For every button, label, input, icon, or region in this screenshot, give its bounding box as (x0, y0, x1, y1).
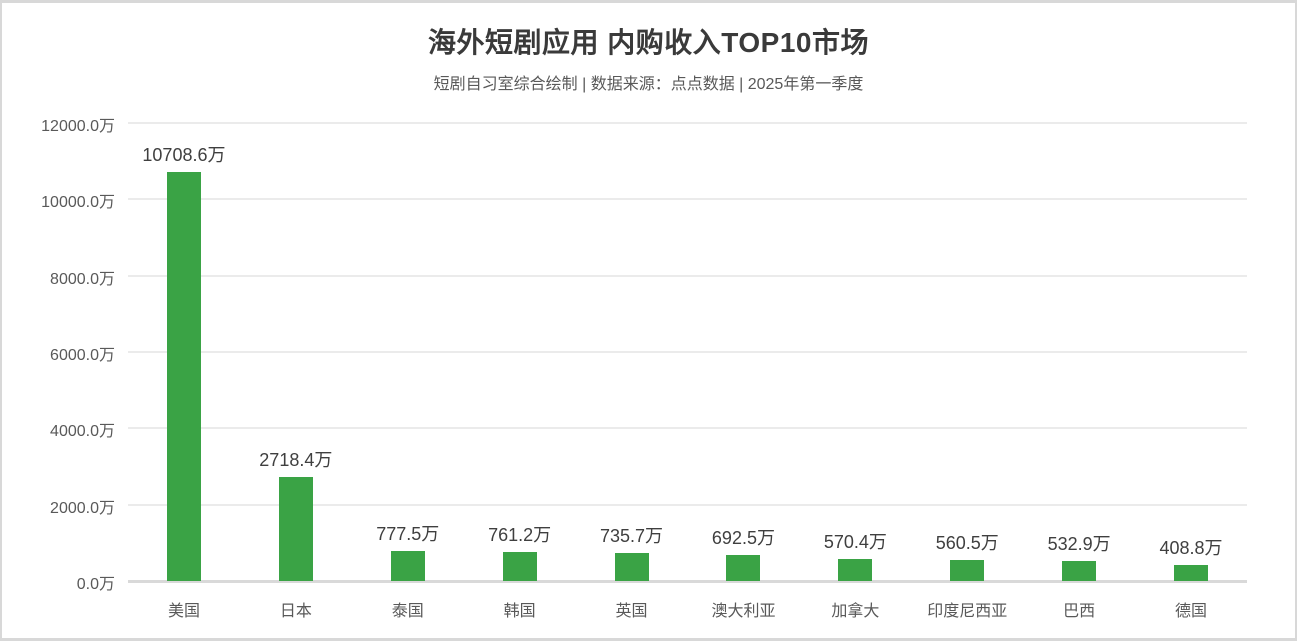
bar-日本 (278, 477, 313, 581)
gridline (128, 198, 1247, 201)
bar-value-label: 735.7万 (600, 525, 664, 546)
x-axis-category-label: 澳大利亚 (711, 603, 776, 620)
x-axis-category-label: 加拿大 (831, 603, 880, 620)
x-axis-category-label: 印度尼西亚 (927, 603, 1008, 620)
y-axis-tick-label: 12000.0万 (41, 118, 115, 135)
x-axis-category-label: 英国 (615, 603, 648, 620)
chart-title: 海外短剧应用 内购收入TOP10市场 (428, 27, 869, 58)
x-axis-category-label: 韩国 (503, 603, 536, 620)
bar-value-label: 777.5万 (376, 524, 440, 545)
bar-美国 (166, 172, 201, 581)
y-axis-tick-label: 2000.0万 (50, 499, 115, 517)
bar-加拿大 (838, 559, 873, 581)
bar-巴西 (1062, 560, 1097, 581)
y-axis-tick-label: 8000.0万 (50, 270, 115, 288)
y-axis-tick-label: 6000.0万 (50, 347, 115, 364)
bar-chart-plot-area: 0.0万 2000.0万 4000.0万 6000.0万 8000.0万 10000.0万… (2, 3, 1295, 638)
y-axis-tick-label: 0.0万 (76, 576, 115, 593)
bar-value-label: 560.5万 (935, 532, 999, 553)
bar-value-label: 2718.4万 (259, 450, 333, 471)
y-axis-tick-label: 10000.0万 (41, 194, 115, 212)
x-axis-category-label: 巴西 (1063, 603, 1096, 620)
bar-澳大利亚 (726, 554, 761, 581)
chart-subtitle: 短剧自习室综合绘制 | 数据来源：点点数据 | 2025年第一季度 (433, 76, 864, 93)
x-axis-category-label: 日本 (279, 603, 312, 620)
gridline (128, 122, 1247, 124)
y-axis-tick-label: 4000.0万 (50, 423, 115, 441)
bar-value-label: 10708.6万 (142, 145, 226, 166)
gridline (128, 274, 1247, 277)
bar-德国 (1174, 565, 1209, 581)
bar-印度尼西亚 (950, 559, 985, 581)
x-axis-category-label: 德国 (1175, 603, 1208, 620)
bar-英国 (614, 552, 649, 581)
bar-value-label: 532.9万 (1047, 533, 1111, 554)
bar-韩国 (502, 551, 537, 581)
bar-value-label: 408.8万 (1159, 538, 1223, 559)
gridline (128, 427, 1247, 430)
bar-value-label: 692.5万 (711, 527, 775, 548)
x-axis-category-label: 泰国 (391, 603, 424, 620)
gridline (128, 503, 1247, 506)
gridline (128, 351, 1247, 353)
bar-value-label: 570.4万 (823, 532, 887, 553)
bar-value-label: 761.2万 (488, 524, 552, 545)
bar-泰国 (390, 551, 425, 581)
x-axis-baseline (128, 580, 1247, 583)
x-axis-category-label: 美国 (167, 603, 200, 620)
